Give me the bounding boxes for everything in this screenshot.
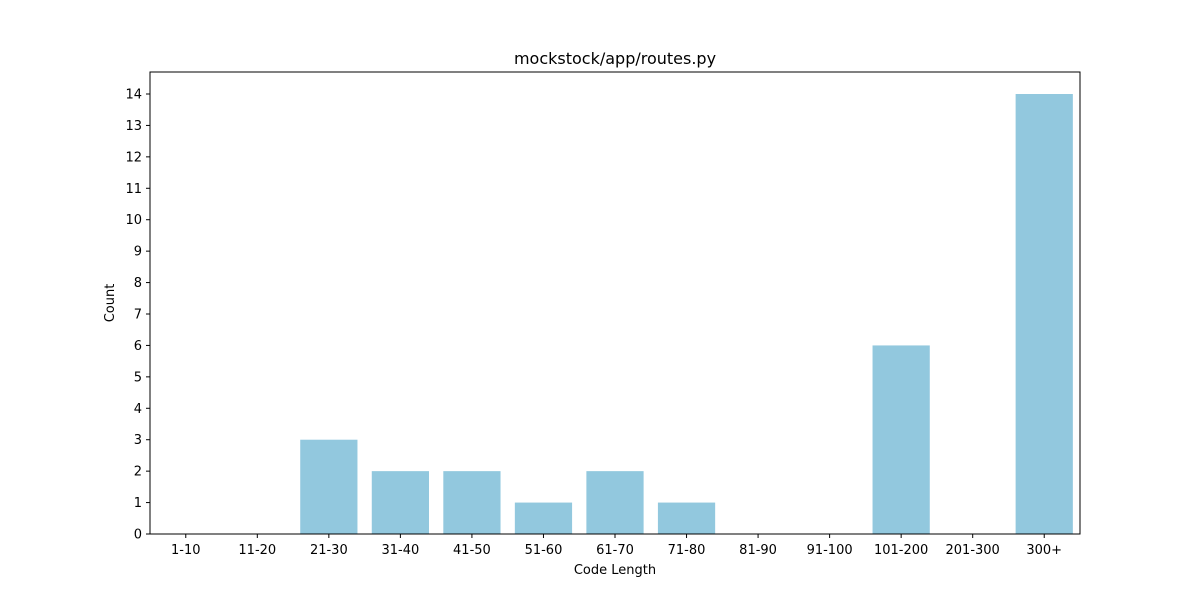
y-tick-label: 10 — [125, 213, 142, 228]
x-axis-label: Code Length — [574, 563, 656, 578]
y-tick-label: 6 — [134, 339, 142, 354]
x-tick-label: 71-80 — [668, 543, 706, 558]
y-tick-label: 0 — [134, 528, 142, 543]
y-tick-label: 13 — [125, 119, 142, 134]
x-tick-label: 201-300 — [946, 543, 1000, 558]
x-tick-label: 21-30 — [310, 543, 348, 558]
chart-title: mockstock/app/routes.py — [514, 49, 716, 68]
y-axis-label: Count — [103, 284, 118, 323]
y-tick-label: 1 — [134, 496, 142, 511]
y-tick-label: 12 — [125, 150, 142, 165]
x-tick-label: 1-10 — [171, 543, 201, 558]
x-tick-label: 101-200 — [874, 543, 928, 558]
x-tick-label: 300+ — [1026, 543, 1062, 558]
y-tick-label: 2 — [134, 465, 142, 480]
bar-21-30 — [300, 439, 358, 534]
y-tick-label: 5 — [134, 370, 142, 385]
x-tick-label: 91-100 — [807, 543, 853, 558]
y-tick-label: 9 — [134, 245, 142, 260]
bar-300+ — [1015, 94, 1073, 534]
x-tick-label: 31-40 — [381, 543, 419, 558]
bar-61-70 — [586, 471, 644, 534]
bar-71-80 — [657, 502, 716, 534]
y-tick-label: 3 — [134, 433, 142, 448]
y-tick-label: 7 — [134, 308, 142, 323]
y-tick-label: 8 — [134, 276, 142, 291]
bar-51-60 — [514, 502, 573, 534]
bar-41-50 — [443, 471, 501, 534]
x-tick-label: 81-90 — [739, 543, 777, 558]
x-tick-label: 11-20 — [238, 543, 276, 558]
bars-layer — [300, 94, 1073, 534]
x-tick-label: 51-60 — [525, 543, 563, 558]
y-tick-label: 14 — [125, 88, 142, 103]
bar-101-200 — [872, 345, 930, 534]
y-tick-label: 4 — [134, 402, 142, 417]
plot-frame — [149, 71, 1081, 535]
x-tick-label: 41-50 — [453, 543, 491, 558]
y-tick-label: 11 — [125, 182, 142, 197]
x-axis: 1-10 11-20 21-30 31-40 41-50 51-60 61-70 71-80 8… — [171, 534, 1062, 558]
x-tick-label: 61-70 — [596, 543, 634, 558]
bar-31-40 — [371, 471, 429, 534]
